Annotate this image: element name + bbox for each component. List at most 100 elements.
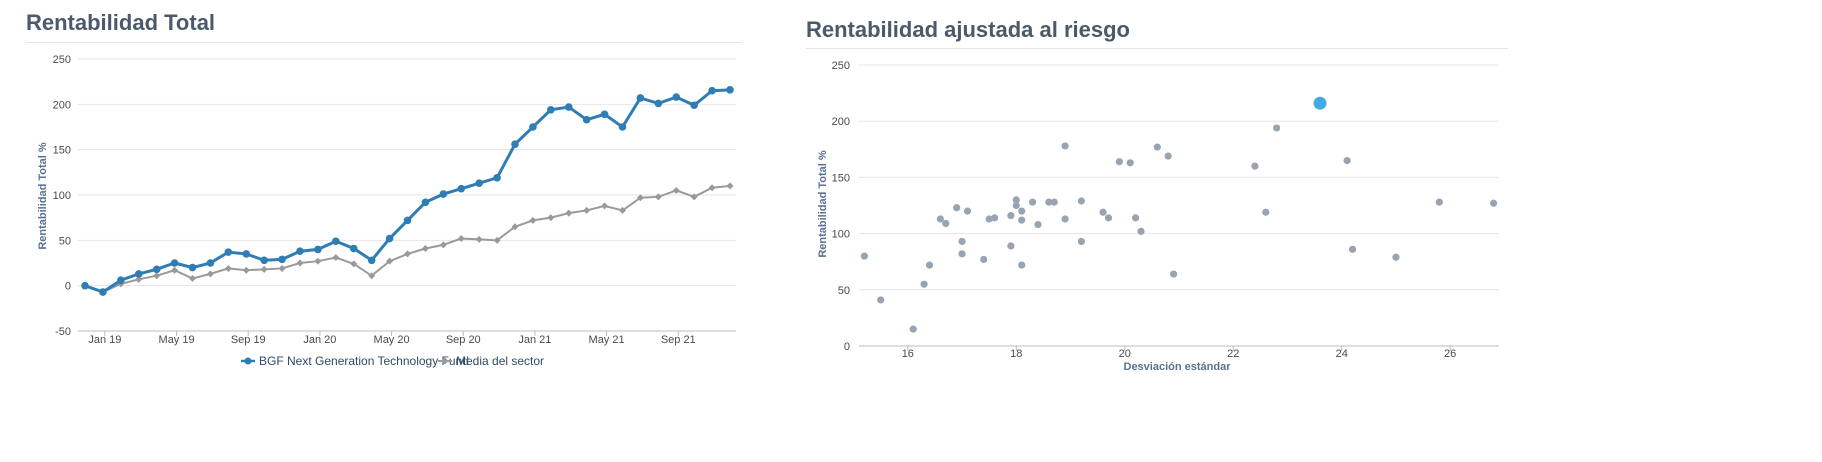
fund-point[interactable] [457, 184, 466, 193]
peer-fund-point[interactable] [1034, 221, 1042, 229]
peer-fund-point[interactable] [1251, 162, 1259, 170]
peer-fund-point[interactable] [909, 325, 917, 333]
fund-point[interactable] [439, 190, 448, 198]
peer-fund-point[interactable] [1077, 197, 1085, 205]
peer-fund-point[interactable] [958, 237, 966, 246]
peer-fund-point[interactable] [936, 215, 944, 223]
peer-fund-point[interactable] [1007, 242, 1015, 250]
sector-point[interactable] [672, 186, 680, 194]
peer-fund-point[interactable] [1012, 196, 1020, 204]
fund-point[interactable] [672, 93, 681, 101]
peer-fund-point[interactable] [1018, 207, 1026, 215]
fund-point[interactable] [493, 173, 501, 182]
sector-point[interactable] [457, 235, 465, 243]
peer-fund-point[interactable] [1262, 208, 1270, 216]
sector-point[interactable] [135, 275, 143, 283]
peer-fund-point[interactable] [1061, 215, 1069, 223]
sector-point[interactable] [547, 214, 555, 222]
fund-point[interactable] [475, 179, 483, 188]
legend-item-sector[interactable]: Media del sector [438, 354, 544, 368]
fund-point[interactable] [260, 256, 268, 265]
peer-fund-point[interactable] [1489, 199, 1498, 207]
peer-fund-point[interactable] [920, 280, 928, 288]
peer-fund-point[interactable] [1018, 216, 1026, 224]
fund-point[interactable] [314, 245, 322, 254]
sector-point[interactable] [314, 257, 322, 265]
peer-fund-point[interactable] [1099, 208, 1107, 216]
sector-point[interactable] [368, 272, 376, 280]
sector-point[interactable] [350, 260, 358, 268]
fund-point[interactable] [117, 276, 125, 285]
fund-point[interactable] [582, 115, 591, 124]
sector-point[interactable] [619, 206, 626, 214]
fund-point[interactable] [708, 86, 716, 95]
peer-fund-point[interactable] [1343, 156, 1351, 165]
peer-fund-point[interactable] [958, 250, 966, 258]
fund-point[interactable] [511, 140, 519, 149]
peer-fund-point[interactable] [1132, 214, 1140, 222]
fund-point[interactable] [349, 244, 358, 253]
fund-point[interactable] [188, 263, 197, 272]
fund-point[interactable] [296, 247, 304, 256]
sector-point[interactable] [224, 264, 232, 272]
sector-point[interactable] [583, 206, 591, 214]
sector-point[interactable] [171, 266, 179, 274]
sector-point[interactable] [690, 193, 698, 201]
sector-point[interactable] [242, 266, 250, 274]
fund-point[interactable] [206, 259, 215, 267]
peer-fund-point[interactable] [1045, 198, 1053, 206]
peer-fund-point[interactable] [1169, 270, 1178, 278]
fund-point[interactable] [134, 270, 143, 278]
fund-point[interactable] [690, 101, 698, 110]
fund-point[interactable] [242, 250, 251, 258]
peer-fund-point[interactable] [1012, 201, 1020, 210]
fund-point[interactable] [564, 103, 573, 111]
sector-point[interactable] [654, 193, 662, 201]
fund-point[interactable] [99, 288, 107, 296]
fund-point[interactable] [547, 105, 555, 114]
sector-point[interactable] [153, 272, 161, 280]
peer-fund-point[interactable] [1348, 245, 1357, 253]
peer-fund-point[interactable] [1153, 143, 1161, 151]
sector-point[interactable] [296, 259, 304, 267]
sector-point[interactable] [493, 236, 501, 244]
fund-point[interactable] [600, 110, 609, 119]
sector-point[interactable] [404, 250, 411, 258]
fund-point[interactable] [636, 94, 645, 102]
peer-fund-point[interactable] [1104, 214, 1113, 222]
sector-point[interactable] [332, 254, 340, 262]
sector-point[interactable] [260, 265, 268, 273]
sector-point[interactable] [206, 270, 214, 278]
sector-point[interactable] [636, 194, 644, 202]
sector-point[interactable] [421, 244, 429, 252]
sector-point[interactable] [439, 241, 447, 249]
peer-fund-point[interactable] [925, 261, 934, 269]
sector-point[interactable] [529, 216, 537, 224]
fund-point[interactable] [81, 281, 89, 290]
peer-fund-point[interactable] [1164, 152, 1172, 160]
fund-point[interactable] [529, 123, 537, 131]
peer-fund-point[interactable] [1018, 261, 1026, 269]
peer-fund-point[interactable] [860, 252, 869, 260]
peer-fund-point[interactable] [1435, 198, 1443, 206]
peer-fund-point[interactable] [1392, 253, 1400, 261]
peer-fund-point[interactable] [1061, 142, 1069, 150]
fund-point[interactable] [152, 265, 161, 274]
peer-fund-point[interactable] [1137, 227, 1145, 235]
fund-point[interactable] [654, 99, 663, 108]
sector-point[interactable] [726, 182, 734, 190]
sector-point[interactable] [511, 223, 519, 231]
peer-fund-point[interactable] [1126, 159, 1134, 167]
sector-point[interactable] [601, 202, 609, 210]
fund-point[interactable] [726, 86, 734, 94]
fund-point[interactable] [421, 198, 430, 207]
fund-point[interactable] [332, 237, 340, 246]
peer-fund-point[interactable] [980, 255, 988, 264]
peer-fund-point[interactable] [1115, 158, 1123, 166]
sector-point[interactable] [189, 274, 196, 282]
peer-fund-point[interactable] [877, 296, 885, 304]
peer-fund-point[interactable] [953, 204, 961, 212]
sector-point[interactable] [278, 264, 286, 272]
peer-fund-point[interactable] [1077, 237, 1085, 246]
sector-point[interactable] [386, 257, 394, 265]
